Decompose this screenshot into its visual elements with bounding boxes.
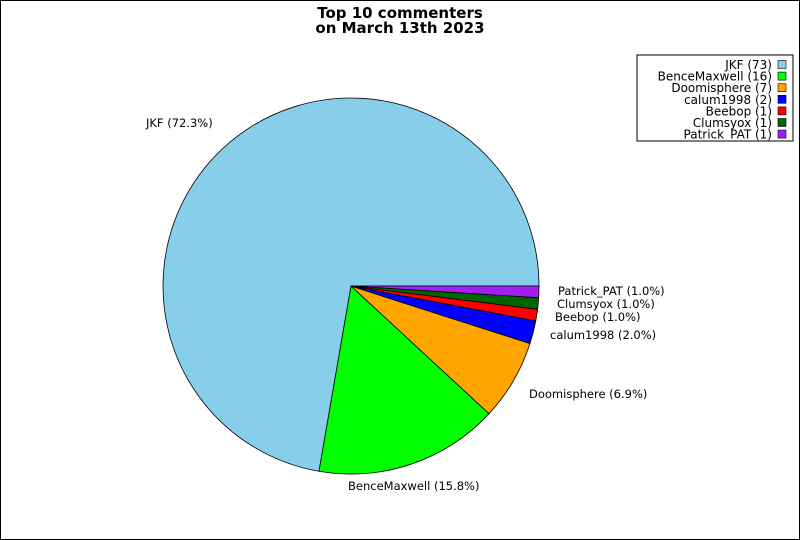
slice-label-bencemaxwell: BenceMaxwell (15.8%) xyxy=(348,479,479,493)
legend-label: BenceMaxwell (16) xyxy=(658,70,772,84)
legend-label: Clumsyox (1) xyxy=(693,116,772,130)
legend-swatch xyxy=(777,71,787,81)
legend: JKF (73)BenceMaxwell (16)Doomisphere (7)… xyxy=(636,54,794,142)
legend-label: calum1998 (2) xyxy=(684,93,772,107)
chart-title: Top 10 commenters xyxy=(317,4,483,22)
legend-label: JKF (73) xyxy=(724,58,772,72)
slice-label-doomisphere: Doomisphere (6.9%) xyxy=(529,387,647,401)
legend-swatch xyxy=(777,95,787,104)
legend-swatch xyxy=(777,60,787,69)
legend-swatch xyxy=(777,83,787,92)
slice-label-calum1998: calum1998 (2.0%) xyxy=(550,328,656,342)
slice-label-beebop: Beebop (1.0%) xyxy=(555,310,641,324)
legend-box xyxy=(636,54,794,142)
pie-slice-bencemaxwell xyxy=(318,285,490,475)
pie-slices xyxy=(162,97,540,475)
pie-slice-patrick-pat xyxy=(350,285,540,299)
legend-label: Beebop (1) xyxy=(706,104,772,118)
slice-label-jkf: JKF (72.3%) xyxy=(145,116,213,130)
pie-slice-jkf xyxy=(162,97,540,472)
legend-swatch xyxy=(777,129,787,139)
legend-swatch xyxy=(777,118,787,127)
chart-subtitle: on March 13th 2023 xyxy=(315,19,484,37)
slice-label-clumsyox: Clumsyox (1.0%) xyxy=(557,297,655,311)
slice-label-patrick-pat: Patrick_PAT (1.0%) xyxy=(558,284,665,298)
legend-swatch xyxy=(777,106,787,116)
slice-labels: JKF (72.3%) BenceMaxwell (15.8%) Doomisphe… xyxy=(145,116,665,493)
legend-label: Patrick_PAT (1) xyxy=(684,128,772,142)
legend-label: Doomisphere (7) xyxy=(671,81,772,95)
